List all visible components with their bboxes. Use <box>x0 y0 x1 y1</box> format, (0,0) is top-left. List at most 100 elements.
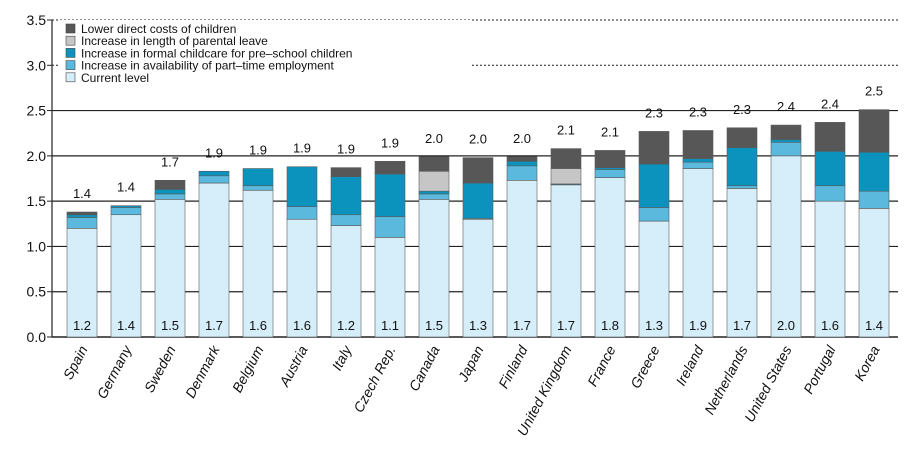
bar-segment <box>726 147 758 187</box>
current-level-label: 1.1 <box>381 318 399 333</box>
category-label: Netherlands <box>701 343 751 417</box>
legend-label: Increase in length of parental leave <box>81 34 268 48</box>
bar-segment <box>66 214 98 218</box>
bar-segment <box>418 190 450 195</box>
current-level-label: 1.6 <box>293 318 311 333</box>
bar-total-label: 2.3 <box>733 102 751 117</box>
y-tick-label: 2.5 <box>27 103 47 119</box>
current-level-label-bg <box>597 317 623 334</box>
current-level-label: 1.6 <box>821 318 839 333</box>
bar-segment <box>418 199 450 338</box>
legend-label: Lower direct costs of children <box>81 22 236 36</box>
bar-segment <box>814 122 846 152</box>
bar-segment <box>814 200 846 338</box>
bar-segment <box>462 157 494 184</box>
legend-swatch <box>65 60 76 70</box>
current-level-label-bg <box>245 317 271 334</box>
category-label: Austria <box>276 343 311 390</box>
current-level-label-bg <box>69 317 95 334</box>
y-tick-label: 3.5 <box>27 12 47 28</box>
legend-swatch <box>65 48 76 58</box>
bar-total-label: 1.4 <box>73 186 91 201</box>
bar-segment <box>682 130 714 159</box>
category-label: United States <box>741 343 795 425</box>
bar-total-label: 1.9 <box>381 135 399 150</box>
legend-label: Increase in availability of part–time em… <box>81 59 334 73</box>
current-level-label-bg <box>333 317 359 334</box>
bar-segment <box>726 127 758 149</box>
current-level-label-bg <box>729 317 755 334</box>
y-tick-label: 1.0 <box>27 238 47 254</box>
legend-swatch <box>65 23 76 34</box>
bar-segment <box>198 182 230 338</box>
bar-segment <box>418 156 450 172</box>
bar-segment <box>374 173 406 217</box>
category-label: Czech Rep. <box>350 343 398 415</box>
bar-total-label: 2.0 <box>513 131 531 146</box>
current-level-label-bg <box>817 317 843 334</box>
bar-segment <box>66 217 98 229</box>
bar-segment <box>242 168 274 187</box>
bar-segment <box>462 182 494 219</box>
bar-segment <box>814 151 846 187</box>
bar-segment <box>154 180 186 190</box>
bar-segment <box>198 170 230 177</box>
current-level-label: 1.7 <box>733 318 751 333</box>
y-tick-label: 0.0 <box>27 329 47 345</box>
category-label: Greece <box>627 343 663 391</box>
current-level-label: 1.4 <box>117 318 135 333</box>
current-level-label: 1.2 <box>73 318 91 333</box>
current-level-label: 1.7 <box>205 318 223 333</box>
bar-total-label: 2.5 <box>865 84 883 99</box>
bar-segment <box>770 139 802 143</box>
current-level-label: 1.8 <box>601 318 619 333</box>
category-label: France <box>584 343 619 389</box>
bar-total-label: 1.9 <box>205 145 223 160</box>
category-label: Portugal <box>800 342 839 396</box>
bar-segment <box>506 180 538 338</box>
bar-segment <box>198 175 230 184</box>
legend-swatch <box>65 35 76 46</box>
bar-segment <box>154 199 186 338</box>
y-tick-label: 3.0 <box>27 57 47 73</box>
bar-segment <box>374 160 406 175</box>
bar-total-label: 2.3 <box>645 105 663 120</box>
bar-segment <box>110 207 142 216</box>
y-tick-label: 0.5 <box>27 284 47 300</box>
bar-segment <box>594 177 626 338</box>
bar-segment <box>770 141 802 157</box>
bar-segment <box>858 190 890 209</box>
current-level-label-bg <box>553 317 579 334</box>
bar-segment <box>550 148 582 169</box>
bar-segment <box>286 166 318 207</box>
bar-segment <box>682 158 714 163</box>
bar-segment <box>110 214 142 338</box>
category-label: Japan <box>454 343 487 385</box>
bar-segment <box>682 168 714 338</box>
category-label: Denmark <box>182 342 223 401</box>
category-label: Korea <box>851 343 883 384</box>
current-level-label: 1.5 <box>425 318 443 333</box>
bar-segment <box>814 185 846 202</box>
bar-segment <box>594 150 626 168</box>
bar-total-label: 1.9 <box>249 143 267 158</box>
bar-segment <box>726 185 758 189</box>
current-level-label-bg <box>465 317 491 334</box>
current-level-label-bg <box>509 317 535 334</box>
bar-segment <box>506 165 538 181</box>
current-level-label: 1.4 <box>865 318 883 333</box>
bar-segment <box>110 205 142 208</box>
y-tick-label: 1.5 <box>27 193 47 209</box>
bar-segment <box>682 161 714 169</box>
bar-total-label: 2.4 <box>821 96 839 111</box>
current-level-label-bg <box>421 317 447 334</box>
bars: 1.4 1.2 1.4 1.4 1.7 1.5 1.9 1.7 1.9 1.6 1.9 1.6 1.9 1… <box>66 84 890 338</box>
bar-segment <box>858 109 890 153</box>
category-label: Spain <box>60 343 91 382</box>
bar-segment <box>770 124 802 140</box>
bar-segment <box>418 193 450 200</box>
current-level-label: 1.7 <box>557 318 575 333</box>
bar-segment <box>506 156 538 162</box>
bar-segment <box>418 170 450 192</box>
